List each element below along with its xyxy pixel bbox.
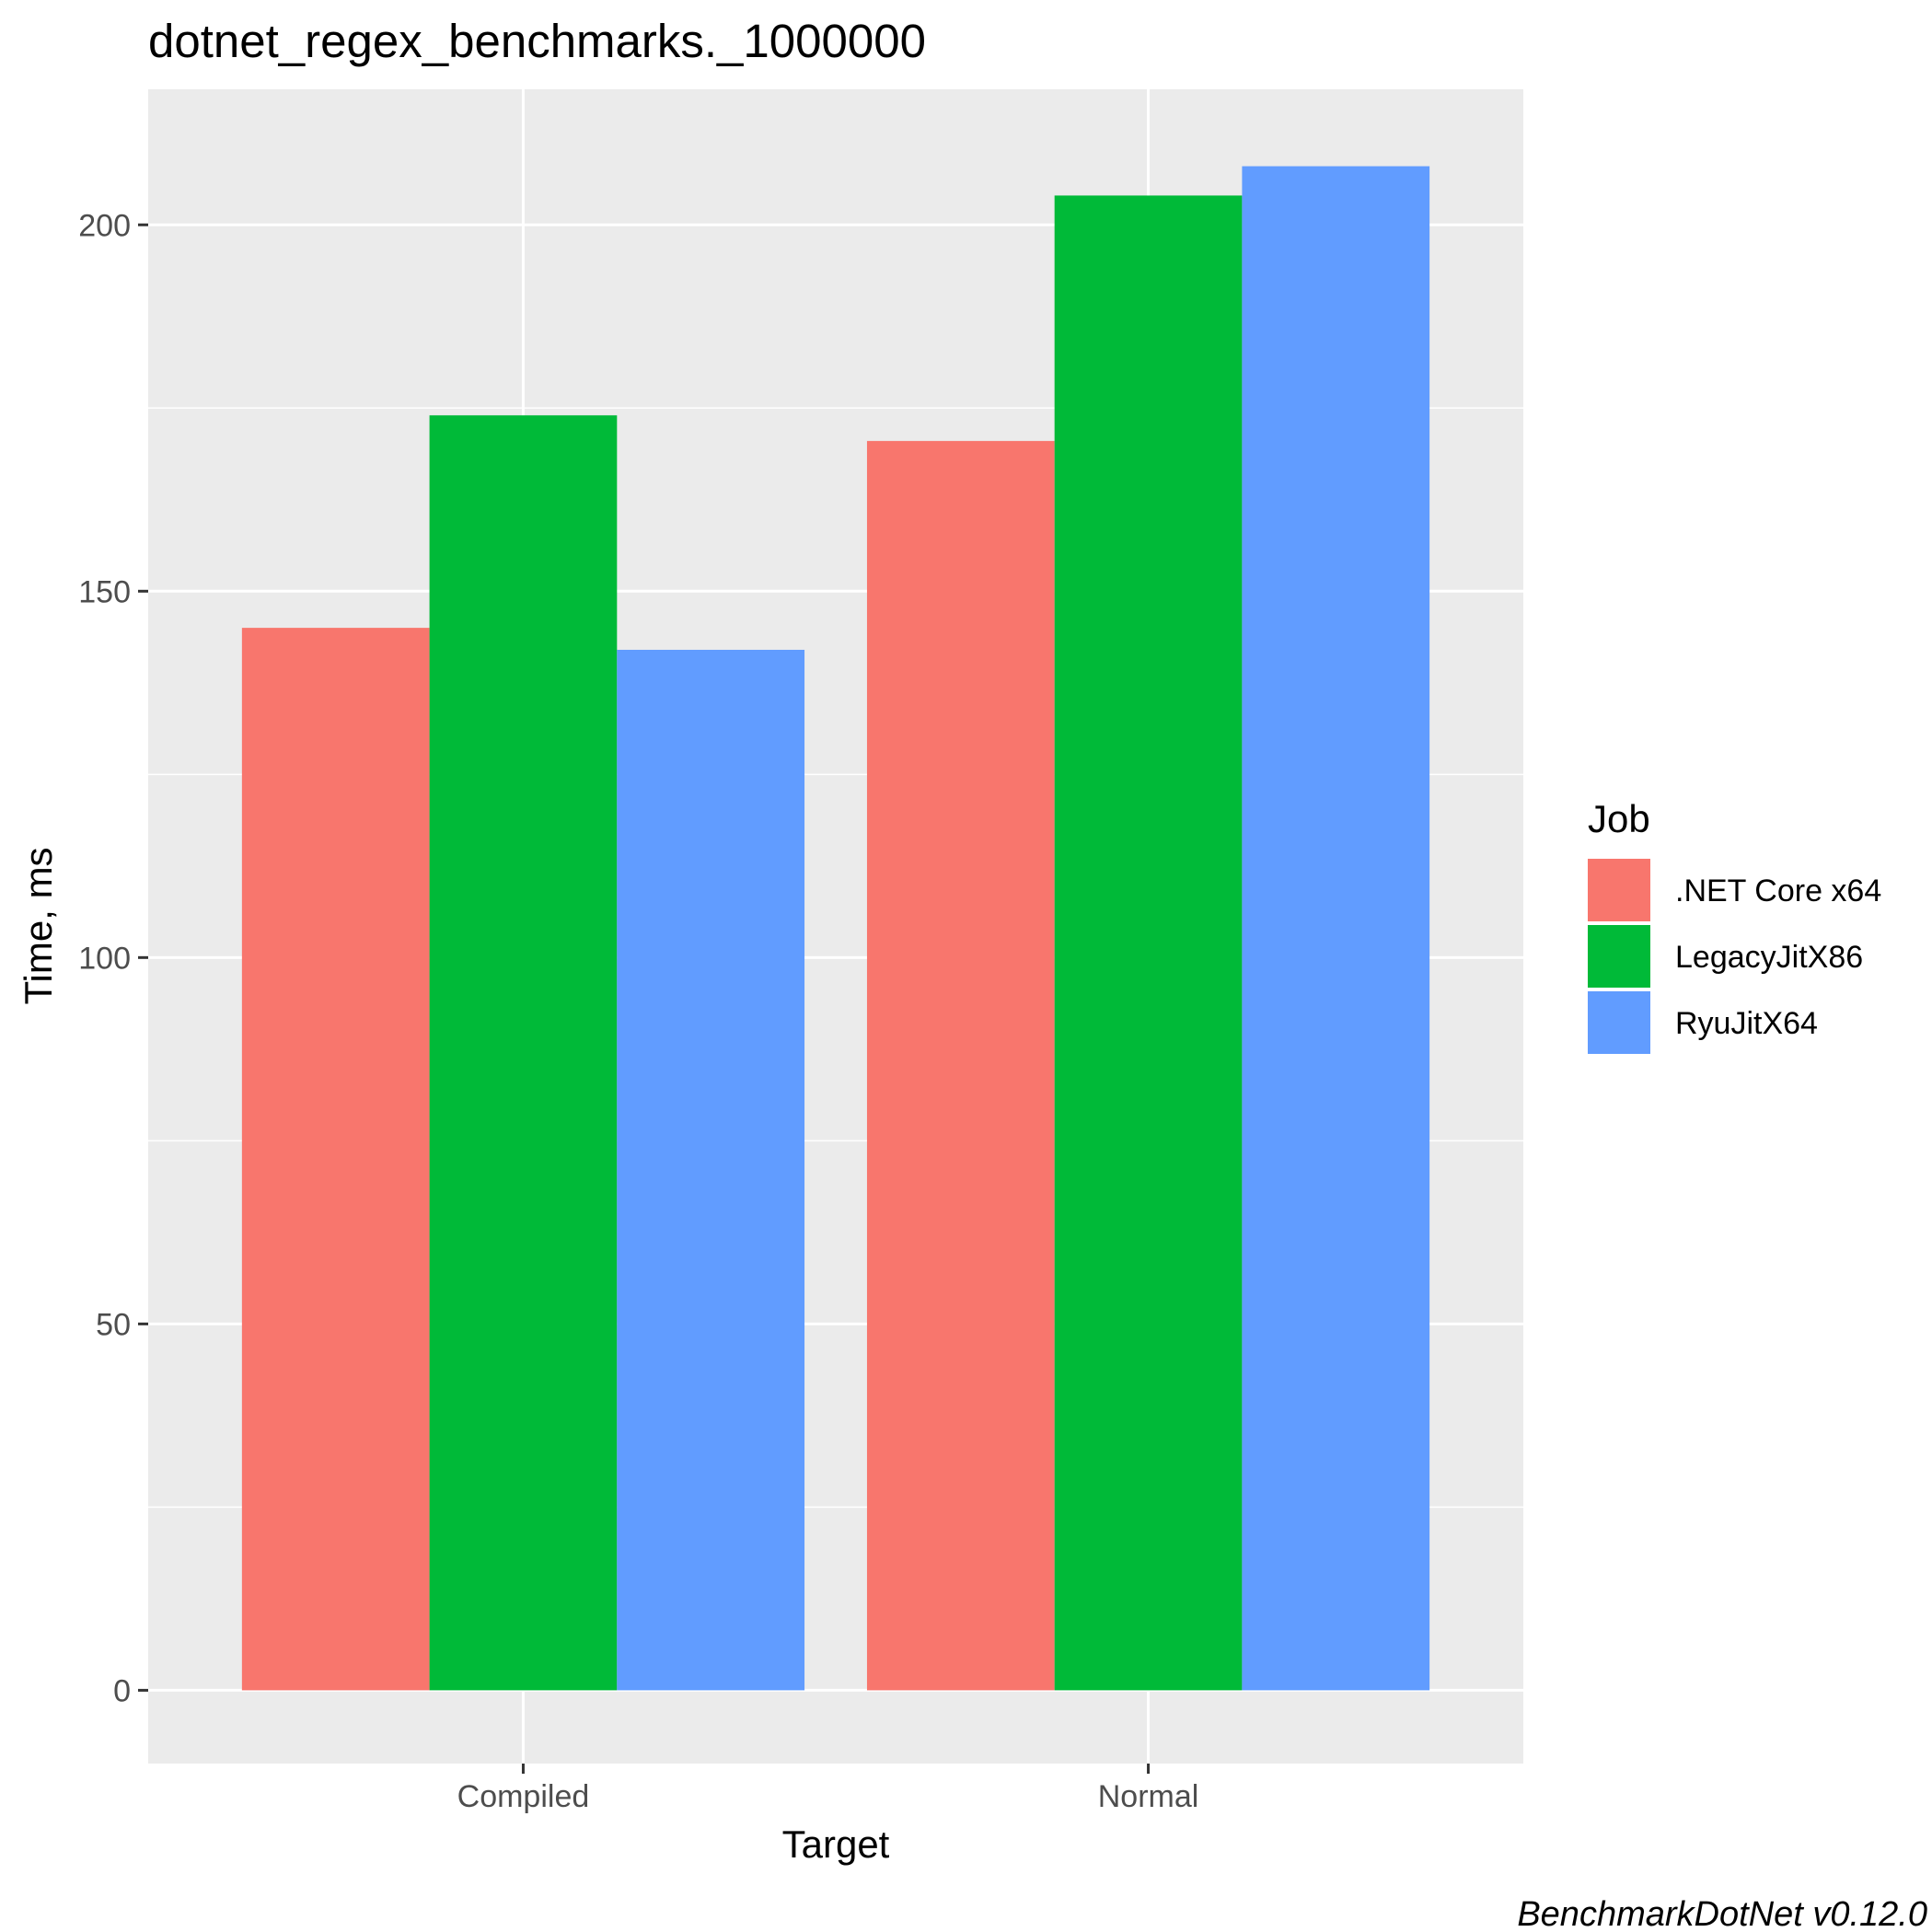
- y-tick-label: 50: [96, 1307, 131, 1342]
- bar: [241, 628, 430, 1691]
- legend-title: Job: [1588, 797, 1650, 840]
- legend-label: LegacyJitX86: [1675, 940, 1863, 975]
- y-tick-label: 0: [113, 1673, 131, 1708]
- legend-swatch: [1588, 991, 1650, 1054]
- x-axis-label: Target: [782, 1822, 890, 1866]
- x-tick-label: Compiled: [457, 1779, 590, 1814]
- y-axis: 0 50 100 150 200: [78, 208, 148, 1708]
- bar: [429, 415, 618, 1691]
- bar: [1242, 166, 1430, 1691]
- bar: [617, 649, 805, 1691]
- bar: [1054, 195, 1243, 1691]
- y-tick-label: 200: [78, 208, 131, 243]
- x-axis: Compiled Normal: [457, 1764, 1199, 1814]
- y-tick-label: 150: [78, 574, 131, 609]
- legend: .NET Core x64 LegacyJitX86 RyuJitX64: [1588, 859, 1881, 1054]
- y-tick-label: 100: [78, 941, 131, 976]
- legend-label: .NET Core x64: [1675, 873, 1881, 908]
- y-axis-label: Time, ms: [17, 847, 60, 1004]
- x-tick-label: Normal: [1098, 1779, 1199, 1814]
- chart-title: dotnet_regex_benchmarks._1000000: [148, 15, 926, 67]
- bar: [866, 441, 1055, 1691]
- legend-label: RyuJitX64: [1675, 1006, 1818, 1041]
- bars: [241, 166, 1430, 1691]
- chart-caption: BenchmarkDotNet v0.12.0: [1517, 1895, 1927, 1932]
- legend-swatch: [1588, 859, 1650, 921]
- legend-swatch: [1588, 925, 1650, 988]
